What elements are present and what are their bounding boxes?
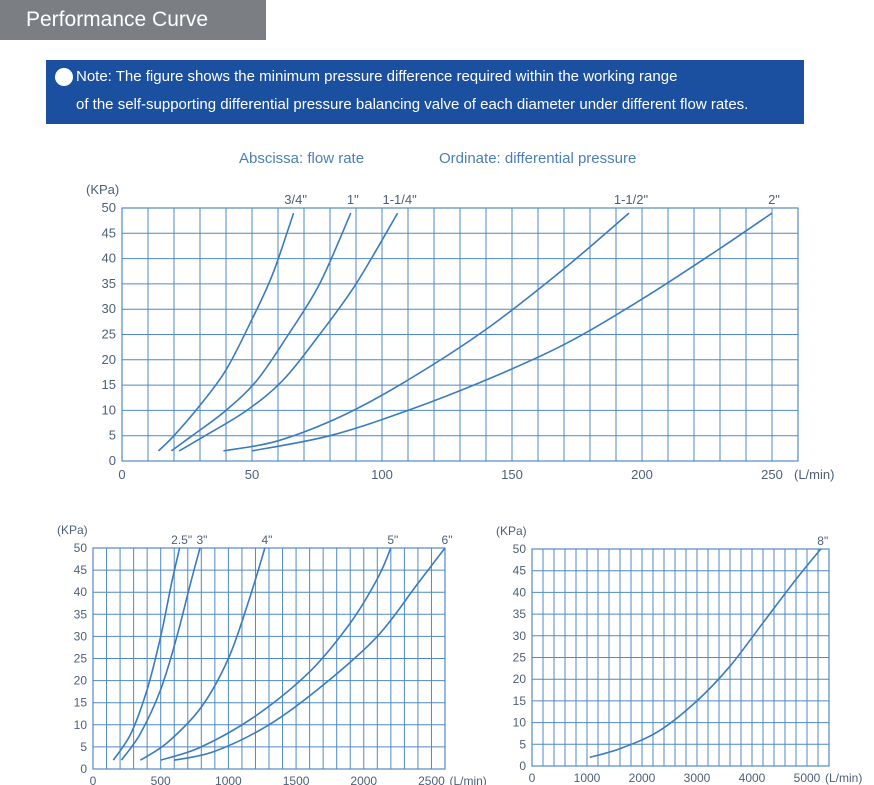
y-tick-label: 25 [102, 327, 116, 342]
x-tick-label: 2500 [418, 774, 445, 785]
plot-frame [531, 548, 830, 767]
y-tick-label: 5 [109, 428, 116, 443]
y-tick-label: 15 [513, 694, 527, 708]
y-tick-label: 10 [513, 716, 527, 730]
x-tick-label: 150 [501, 467, 523, 482]
chart-top: 0 5 10 15 20 25 30 35 40 45 50 0 50 100 150 200 250 (L/mi… [86, 182, 834, 482]
y-tick-label: 35 [513, 607, 527, 621]
y-tick-label: 35 [74, 607, 88, 621]
chart-bottom-right: 0 5 10 15 20 25 30 35 40 45 50 0 1000 2000 3000 4000 500… [496, 524, 862, 785]
grid [531, 548, 830, 767]
y-tick-label: 0 [109, 453, 116, 468]
x-tick-label: 500 [151, 774, 171, 785]
series-line [112, 547, 181, 761]
x-axis-unit: (L/min) [825, 771, 862, 785]
x-tick-label: 250 [761, 467, 783, 482]
grid [92, 547, 446, 770]
y-tick-label: 0 [80, 762, 87, 776]
y-tick-label: 45 [102, 225, 116, 240]
note-line-2: of the self-supporting differential pres… [76, 96, 749, 113]
y-tick-label: 25 [74, 652, 88, 666]
series-label: 1-1/4" [382, 192, 417, 207]
y-tick-label: 5 [519, 737, 526, 751]
series-label: 4" [261, 533, 272, 547]
y-tick-label: 10 [102, 402, 116, 417]
bullet-icon [55, 68, 73, 86]
y-tick-label: 25 [513, 651, 527, 665]
series-label: 2.5" [171, 533, 192, 547]
y-tick-label: 40 [513, 585, 527, 599]
y-axis-unit: (KPa) [496, 524, 527, 538]
series-label: 3/4" [284, 192, 307, 207]
y-tick-label: 20 [513, 672, 527, 686]
y-tick-label: 30 [74, 629, 88, 643]
series-label: 1" [347, 192, 359, 207]
series-label: 8" [817, 534, 828, 548]
series-line [120, 547, 201, 761]
grid [121, 207, 799, 462]
y-tick-label: 0 [519, 759, 526, 773]
y-tick-label: 45 [74, 563, 88, 577]
page-title: Performance Curve [0, 0, 266, 40]
x-tick-label: 4000 [739, 771, 766, 785]
x-tick-label: 200 [631, 467, 653, 482]
abscissa-note: Abscissa: flow rate [239, 150, 365, 167]
note-box: Note: The figure shows the minimum press… [46, 60, 804, 124]
y-tick-label: 15 [102, 377, 116, 392]
series-line [174, 547, 446, 761]
x-tick-label: 3000 [684, 771, 711, 785]
series-label: 3" [196, 533, 207, 547]
x-tick-label: 2000 [629, 771, 656, 785]
series-line [223, 212, 630, 452]
y-tick-label: 50 [102, 200, 116, 215]
series-line [170, 212, 352, 452]
y-tick-label: 30 [513, 629, 527, 643]
x-axis-unit: (L/min) [794, 467, 834, 482]
series-line [157, 212, 295, 452]
x-tick-label: 0 [118, 467, 125, 482]
y-tick-label: 10 [74, 718, 88, 732]
plot-frame [121, 207, 799, 462]
plot-frame [92, 547, 446, 770]
x-tick-label: 1000 [215, 774, 242, 785]
x-tick-label: 50 [245, 467, 259, 482]
y-axis-unit: (KPa) [86, 182, 119, 197]
y-tick-label: 40 [74, 585, 88, 599]
y-tick-label: 15 [74, 696, 88, 710]
y-axis-unit: (KPa) [57, 523, 88, 537]
series-line [139, 547, 266, 761]
series-line [178, 212, 399, 452]
x-tick-label: 5000 [794, 771, 821, 785]
x-tick-label: 1500 [283, 774, 310, 785]
y-tick-label: 50 [74, 541, 88, 555]
x-tick-label: 0 [90, 774, 97, 785]
series-line [251, 212, 773, 452]
y-tick-label: 40 [102, 251, 116, 266]
x-tick-label: 1000 [574, 771, 601, 785]
series-label: 6" [442, 533, 453, 547]
ordinate-note: Ordinate: differential pressure [439, 150, 637, 167]
y-tick-label: 50 [513, 542, 527, 556]
y-tick-label: 35 [102, 276, 116, 291]
y-tick-label: 45 [513, 564, 527, 578]
series-line [589, 548, 822, 759]
series-label: 1-1/2" [614, 192, 649, 207]
note-line-1: Note: The figure shows the minimum press… [76, 68, 678, 85]
series-label: 2" [768, 192, 780, 207]
y-tick-label: 30 [102, 301, 116, 316]
x-tick-label: 0 [529, 771, 536, 785]
series-label: 5" [387, 533, 398, 547]
x-tick-label: 100 [371, 467, 393, 482]
x-axis-unit: (L/min) [449, 774, 486, 785]
series-line [160, 547, 392, 761]
y-tick-label: 5 [80, 740, 87, 754]
y-tick-label: 20 [102, 352, 116, 367]
y-tick-label: 20 [74, 674, 88, 688]
x-tick-label: 2000 [350, 774, 377, 785]
